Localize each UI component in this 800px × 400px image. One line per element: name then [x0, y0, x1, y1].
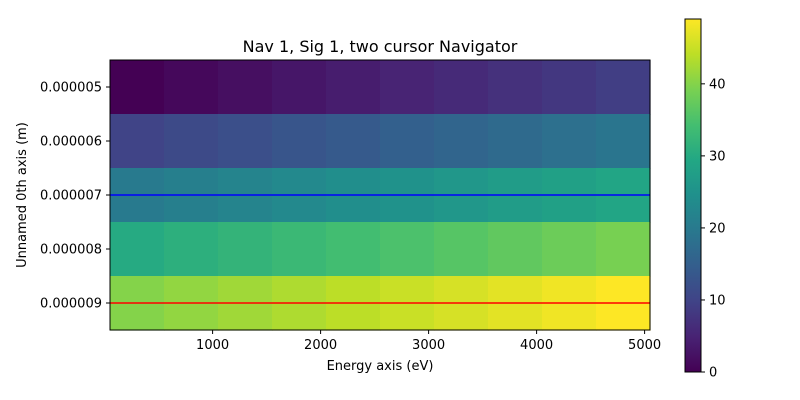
- y-tick-label: 0.000009: [40, 297, 102, 312]
- heatmap-cell: [110, 60, 165, 115]
- heatmap-cell: [218, 60, 273, 115]
- y-tick-label: 0.000008: [40, 243, 102, 258]
- x-tick-label: 2000: [304, 338, 337, 353]
- x-axis-label: Energy axis (eV): [327, 359, 434, 374]
- x-tick-label: 1000: [196, 338, 229, 353]
- x-tick-label: 5000: [628, 338, 661, 353]
- x-axis: 1000 2000 3000 4000 5000: [196, 330, 661, 353]
- heatmap-cell: [596, 222, 651, 277]
- heatmap-cell: [164, 114, 219, 169]
- heatmap-cell: [218, 114, 273, 169]
- cursor-lines[interactable]: [110, 194, 650, 304]
- heatmap-cell: [380, 114, 435, 169]
- heatmap-cell: [272, 114, 327, 169]
- heatmap-cell: [164, 60, 219, 115]
- heatmap-cell: [434, 222, 489, 277]
- heatmap-cell: [542, 222, 597, 277]
- heatmap-cell: [272, 222, 327, 277]
- chart-title: Nav 1, Sig 1, two cursor Navigator: [243, 37, 518, 56]
- colorbar-tick-label: 0: [709, 366, 717, 381]
- y-tick-label: 0.000005: [40, 81, 102, 96]
- y-axis-label: Unnamed 0th axis (m): [15, 122, 30, 268]
- colorbar-tick-label: 20: [709, 221, 726, 236]
- y-tick-label: 0.000007: [40, 189, 102, 204]
- colorbar-tick-label: 40: [709, 77, 726, 92]
- heatmap-cell: [488, 114, 543, 169]
- colorbar-gradient: [685, 19, 701, 372]
- colorbar-frame: [684, 18, 702, 373]
- heatmap-cell: [326, 222, 381, 277]
- colorbar: 0 10 20 30 40: [684, 18, 726, 381]
- heatmap-cell: [164, 222, 219, 277]
- heatmap-cell: [326, 114, 381, 169]
- y-tick-label: 0.000006: [40, 135, 102, 150]
- heatmap-cell: [272, 60, 327, 115]
- heatmap-cell: [488, 60, 543, 115]
- heatmap-cell: [542, 60, 597, 115]
- heatmap-cell: [488, 222, 543, 277]
- heatmap-cell: [110, 114, 165, 169]
- heatmap-cell: [596, 60, 651, 115]
- heatmap-cell: [434, 60, 489, 115]
- heatmap-cell: [596, 114, 651, 169]
- heatmap-cell: [380, 60, 435, 115]
- heatmap-cell: [218, 222, 273, 277]
- x-tick-label: 3000: [412, 338, 445, 353]
- heatmap-cell: [110, 222, 165, 277]
- heatmap-cell: [326, 60, 381, 115]
- colorbar-tick-label: 10: [709, 293, 726, 308]
- colorbar-tick-label: 30: [709, 149, 726, 164]
- y-axis: 0.000005 0.000006 0.000007 0.000008 0.000009: [40, 81, 110, 312]
- heatmap-cell: [380, 222, 435, 277]
- heatmap-cell: [434, 114, 489, 169]
- x-tick-label: 4000: [520, 338, 553, 353]
- heatmap-cell: [542, 114, 597, 169]
